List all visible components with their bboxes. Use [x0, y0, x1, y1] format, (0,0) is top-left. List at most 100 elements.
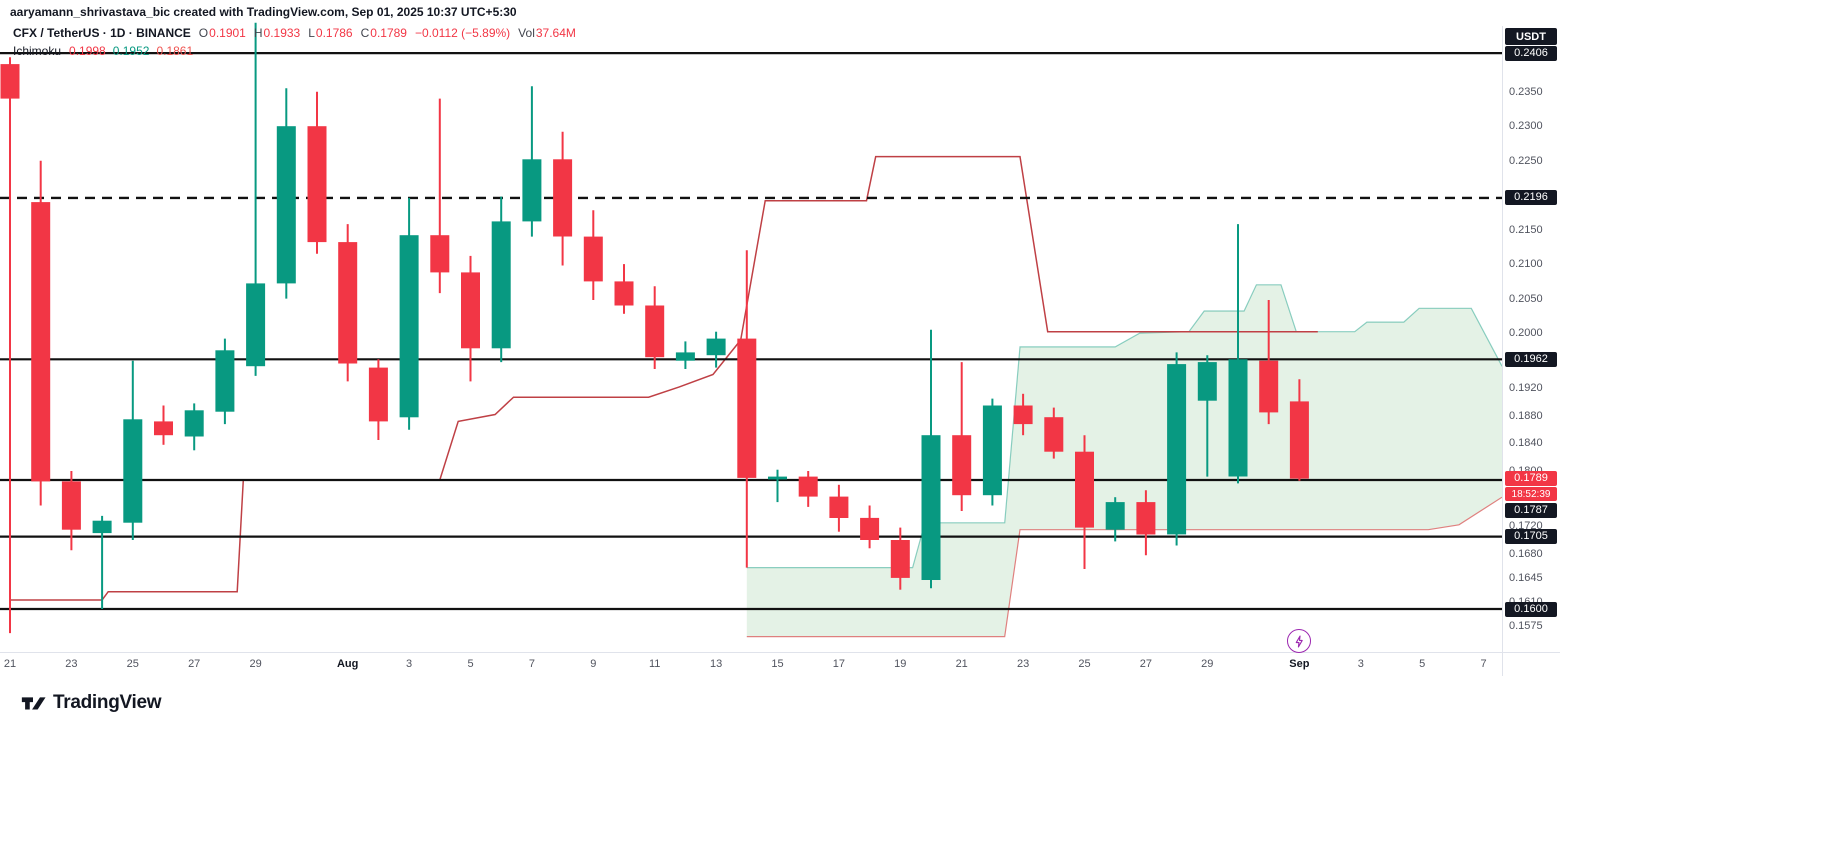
candle-body [583, 236, 603, 282]
price-tick: 0.1840 [1509, 437, 1543, 450]
candle-up[interactable] [1228, 224, 1248, 484]
candle-body [645, 305, 665, 358]
candle-body [430, 235, 450, 273]
candle-down[interactable] [952, 362, 972, 511]
indicator-name[interactable]: Ichimoku [13, 44, 62, 58]
time-tick: 23 [65, 658, 78, 670]
price-tick: 0.2000 [1509, 327, 1543, 340]
candle-down[interactable] [860, 505, 880, 549]
candle-up[interactable] [215, 338, 235, 425]
candle-up[interactable] [399, 197, 419, 430]
candle-body [860, 517, 880, 540]
time-tick: 29 [1201, 658, 1214, 670]
time-tick: 11 [648, 658, 661, 670]
indicator-value: 0.1998 [69, 44, 106, 58]
candle-down[interactable] [1013, 393, 1033, 436]
candle-up[interactable] [522, 86, 542, 237]
time-tick: 27 [188, 658, 201, 670]
candle-up[interactable] [1105, 497, 1125, 542]
candle-up[interactable] [768, 469, 787, 503]
candle-up[interactable] [491, 196, 511, 363]
candle-down[interactable] [737, 250, 757, 568]
time-tick: 19 [894, 658, 907, 670]
candle-down[interactable] [614, 264, 634, 314]
price-tick: 0.2050 [1509, 292, 1543, 305]
ichimoku-base-line [10, 155, 1318, 601]
candle-body [921, 435, 941, 580]
time-tick: 21 [955, 658, 968, 670]
candle-up[interactable] [1197, 355, 1217, 477]
candle-body [982, 405, 1002, 496]
candle-up[interactable] [706, 331, 726, 368]
level-badge-01705: 0.1705 [1505, 529, 1557, 545]
price-chart-pane[interactable] [0, 0, 1502, 652]
time-axis[interactable]: 21 23 25 27 29 Aug 3 5 7 9 11 13 15 17 19 21 23 25 27 29 Sep… [0, 652, 1560, 678]
candle-down[interactable] [0, 57, 20, 634]
candle-body [0, 64, 20, 99]
candle-down[interactable] [553, 131, 573, 266]
time-tick: 7 [528, 658, 535, 670]
candle-down[interactable] [1075, 435, 1094, 569]
candle-body [890, 540, 910, 578]
lightning-bolt-icon [1295, 635, 1303, 647]
countdown-badge: 18:52:39 [1505, 487, 1557, 502]
candle-body [123, 419, 143, 523]
candle-body [276, 126, 296, 284]
time-tick: 3 [406, 658, 413, 670]
price-tick: 0.1645 [1509, 571, 1543, 584]
time-tick: 3 [1357, 658, 1364, 670]
candle-body [522, 159, 542, 222]
candle-down[interactable] [154, 405, 173, 445]
candle-down[interactable] [1044, 407, 1064, 459]
price-tick: 0.2250 [1509, 154, 1543, 167]
candle-down[interactable] [890, 527, 910, 590]
indicator-value: 0.1952 [112, 44, 150, 58]
symbol-title[interactable]: CFX / TetherUS · 1D · BINANCE [13, 26, 191, 40]
candle-down[interactable] [798, 471, 818, 507]
time-tick: 9 [590, 658, 597, 670]
candle-down[interactable] [1259, 300, 1279, 425]
ichimoku-cloud [746, 284, 1502, 637]
candle-body [829, 496, 849, 518]
ohlc-close: C 0.1789 [361, 26, 407, 40]
candle-down[interactable] [461, 255, 480, 382]
candle-down[interactable] [31, 160, 51, 506]
candle-up[interactable] [675, 341, 695, 369]
candle-body [737, 338, 757, 478]
candle-up[interactable] [184, 403, 204, 451]
candle-down[interactable] [368, 359, 388, 440]
volume-value: 37.64M [535, 26, 576, 40]
candle-body [1259, 360, 1279, 413]
candle-down[interactable] [61, 471, 81, 551]
candle-down[interactable] [307, 91, 327, 254]
time-tick: 5 [1419, 658, 1426, 670]
change-value: −0.0112 (−5.89%) [414, 26, 511, 40]
flash-icon[interactable] [1287, 629, 1311, 653]
last-price-badge: 0.1789 [1505, 471, 1557, 487]
candle-down[interactable] [829, 484, 849, 532]
candle-up[interactable] [246, 22, 266, 376]
candle-body [307, 126, 327, 243]
candle-body [706, 338, 726, 356]
candle-down[interactable] [338, 224, 358, 382]
candle-body [491, 221, 511, 349]
tradingview-logo[interactable]: TradingView [20, 690, 162, 716]
price-axis[interactable]: 0.2350 0.2300 0.2250 0.2150 0.2100 0.2050 0.20… [1503, 0, 1563, 680]
candle-up[interactable] [276, 88, 296, 299]
candle-down[interactable] [645, 286, 665, 369]
candle-up[interactable] [123, 360, 143, 540]
candle-up[interactable] [1167, 352, 1187, 546]
candle-down[interactable] [430, 98, 450, 294]
candle-up[interactable] [982, 398, 1002, 506]
candle-down[interactable] [583, 210, 603, 300]
candle-up[interactable] [92, 515, 112, 609]
candle-body [798, 476, 818, 497]
candle-up[interactable] [921, 329, 941, 589]
ichimoku-span-b-line [746, 496, 1502, 638]
price-tick: 0.2350 [1509, 85, 1543, 98]
candle-down[interactable] [1136, 490, 1156, 556]
time-tick: 7 [1480, 658, 1487, 670]
candle-down[interactable] [1289, 379, 1309, 481]
price-axis-separator [1502, 26, 1503, 676]
